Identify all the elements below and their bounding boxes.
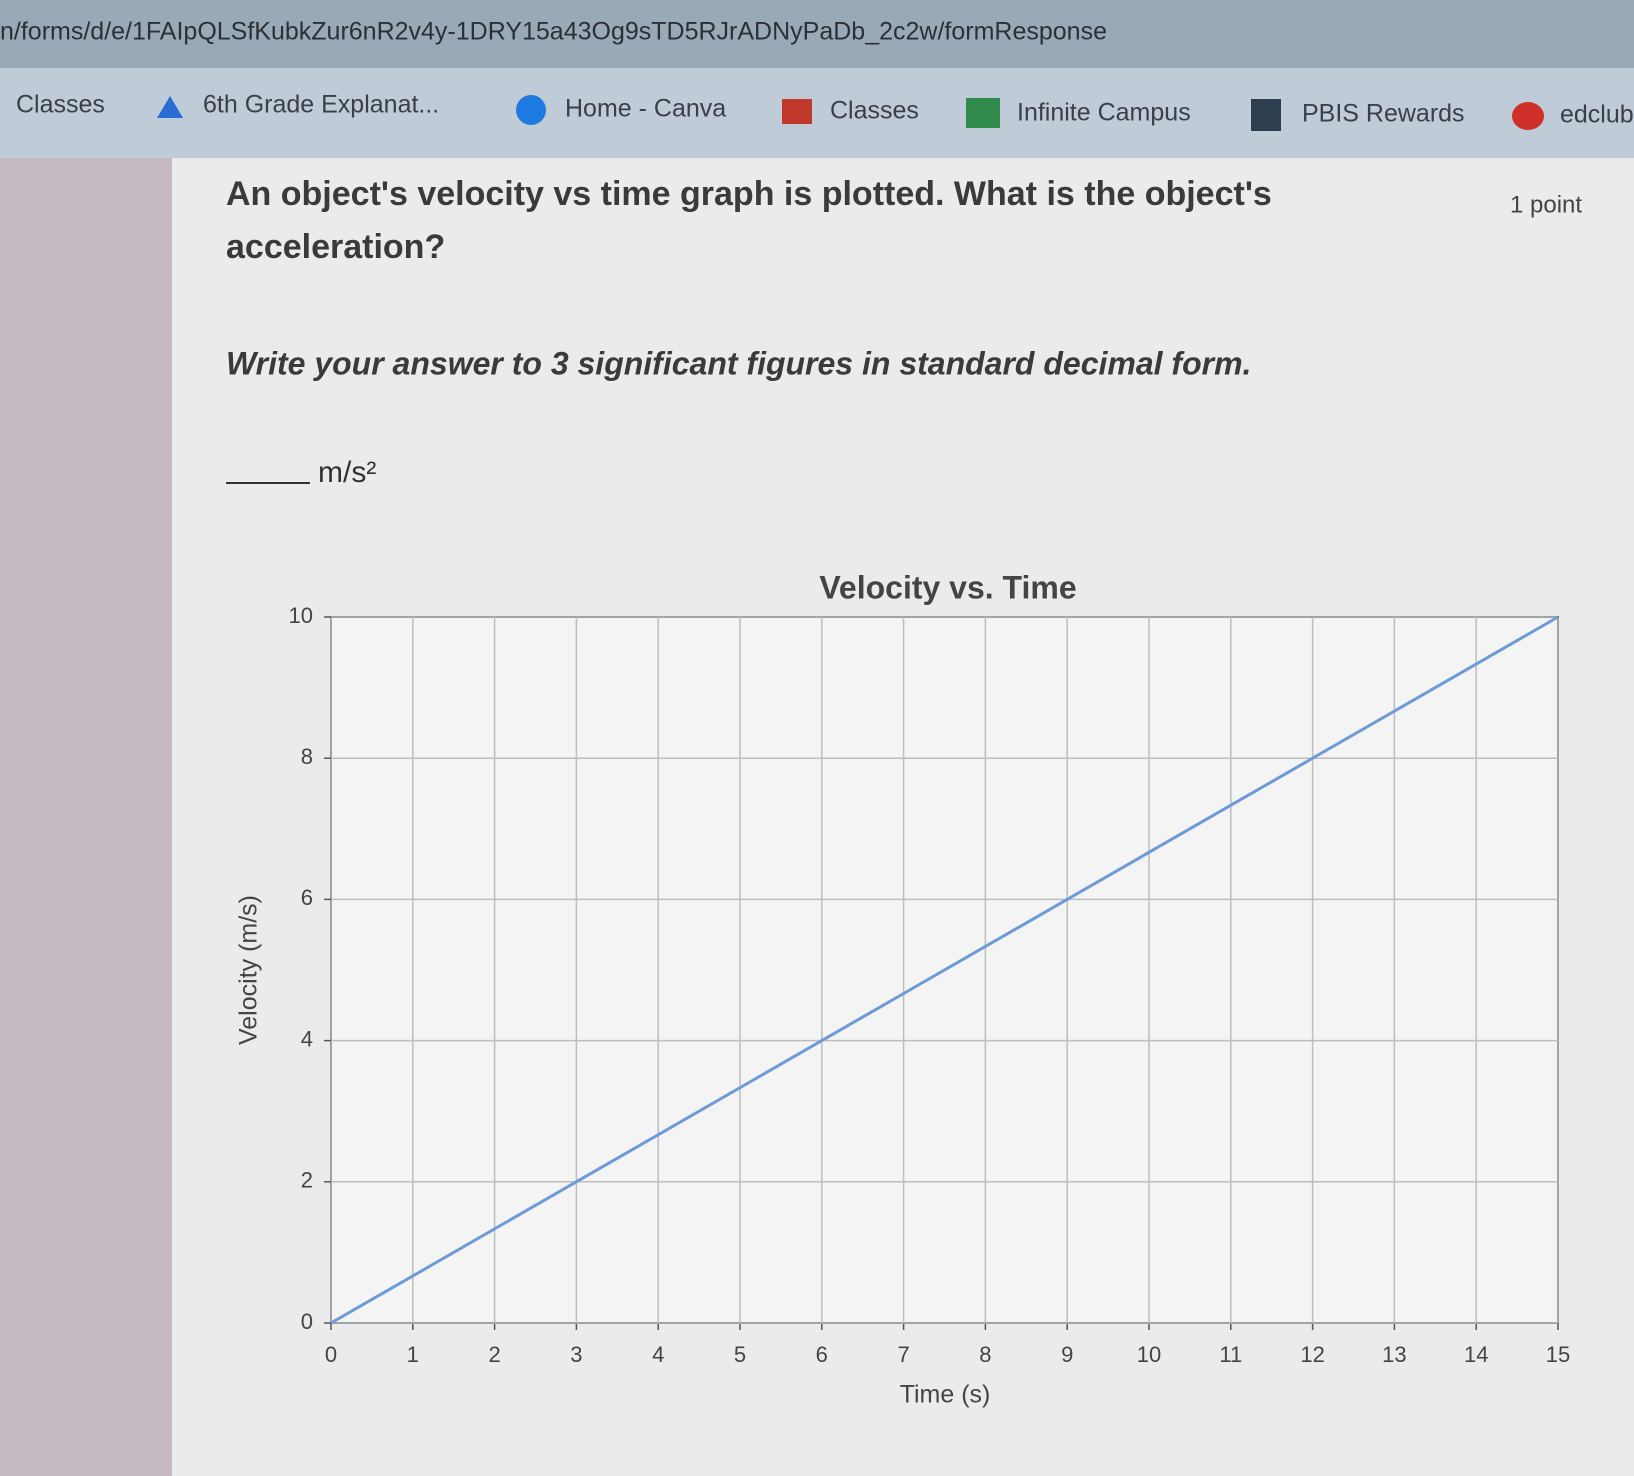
chart-title: Velocity vs. Time bbox=[819, 569, 1076, 605]
bookmark[interactable]: 6th Grade Explanat... bbox=[203, 91, 439, 119]
bookmark[interactable]: edclub bbox=[1560, 101, 1634, 129]
x-tick-label: 13 bbox=[1382, 1342, 1406, 1367]
x-tick-label: 8 bbox=[979, 1342, 991, 1367]
bookmark[interactable]: Home - Canva bbox=[565, 95, 726, 123]
x-tick-label: 4 bbox=[652, 1342, 664, 1367]
y-tick-label: 10 bbox=[289, 603, 313, 628]
side-panel bbox=[0, 158, 172, 1476]
x-tick-label: 11 bbox=[1219, 1342, 1242, 1367]
y-tick-label: 6 bbox=[301, 885, 313, 910]
bookmark-bar bbox=[0, 68, 1634, 158]
y-tick-label: 2 bbox=[301, 1168, 313, 1193]
url[interactable]: n/forms/d/e/1FAIpQLSfKubkZur6nR2v4y-1DRY… bbox=[0, 18, 1107, 46]
edclub-icon bbox=[1512, 102, 1544, 130]
x-tick-label: 10 bbox=[1137, 1342, 1161, 1367]
y-axis-label: Velocity (m/s) bbox=[235, 895, 263, 1045]
points: 1 point bbox=[1510, 191, 1582, 218]
x-tick-label: 0 bbox=[325, 1342, 337, 1367]
y-tick-label: 8 bbox=[301, 744, 313, 769]
x-axis-label: Time (s) bbox=[900, 1381, 991, 1409]
bookmark[interactable]: Infinite Campus bbox=[1017, 99, 1191, 127]
x-tick-label: 6 bbox=[816, 1342, 828, 1367]
x-tick-label: 12 bbox=[1300, 1342, 1324, 1367]
bookmark[interactable]: Classes bbox=[830, 97, 919, 125]
question-text: An object's velocity vs time graph is pl… bbox=[226, 175, 1272, 213]
data-line bbox=[330, 615, 1559, 1325]
x-tick-label: 15 bbox=[1546, 1342, 1570, 1367]
bookmark[interactable]: Classes bbox=[16, 91, 105, 119]
x-tick-label: 7 bbox=[897, 1342, 909, 1367]
x-tick-label: 2 bbox=[488, 1342, 500, 1367]
bookmark[interactable]: PBIS Rewards bbox=[1302, 100, 1465, 128]
y-tick-label: 4 bbox=[301, 1026, 313, 1051]
x-tick-label: 9 bbox=[1061, 1342, 1073, 1367]
y-tick-label: 0 bbox=[301, 1309, 313, 1334]
x-tick-label: 5 bbox=[734, 1342, 746, 1367]
url-bar bbox=[0, 0, 1634, 68]
x-tick-label: 14 bbox=[1464, 1342, 1488, 1367]
canva-icon bbox=[516, 95, 546, 125]
campus-icon bbox=[966, 98, 1000, 128]
question-text: acceleration? bbox=[226, 228, 445, 266]
pbis-icon bbox=[1251, 99, 1281, 131]
classes-icon bbox=[782, 99, 812, 124]
unit: m/s² bbox=[318, 456, 376, 489]
x-tick-label: 3 bbox=[570, 1342, 582, 1367]
x-tick-label: 1 bbox=[407, 1342, 419, 1367]
drive-icon bbox=[157, 96, 183, 118]
instruction: Write your answer to 3 significant figur… bbox=[226, 345, 1251, 381]
